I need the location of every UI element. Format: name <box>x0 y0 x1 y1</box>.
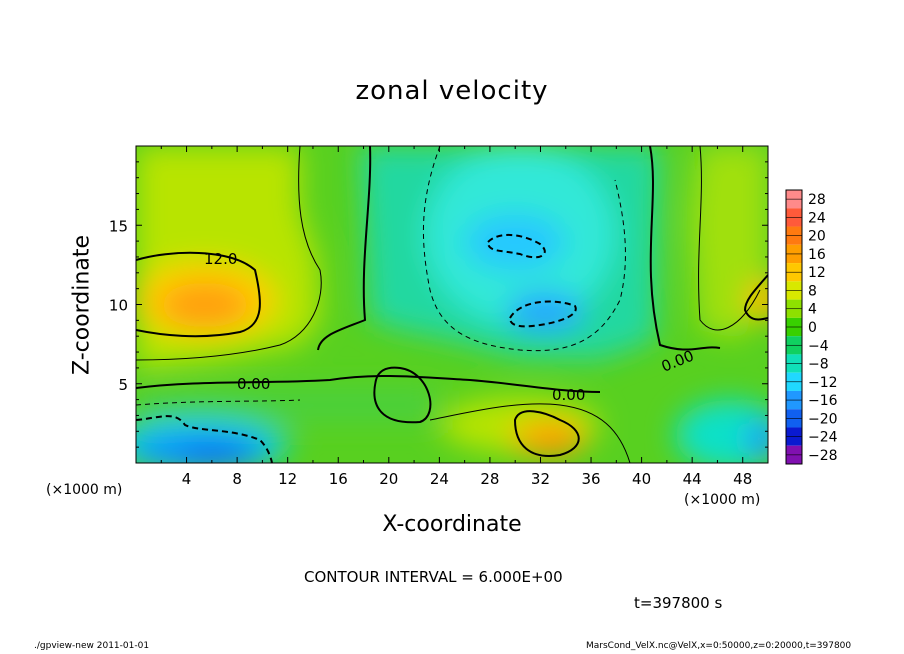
zero-contour-upper <box>317 146 372 351</box>
contour-label: 0.00 <box>237 375 270 393</box>
x-tick-label: 24 <box>430 470 449 488</box>
plot-field: 12.0 0.00 0.00 0.00 <box>136 146 768 463</box>
x-tick-label: 16 <box>329 470 348 488</box>
zero-contour-lower <box>136 374 601 393</box>
colorbar-label: 20 <box>808 229 826 245</box>
x-tick-label: 40 <box>632 470 651 488</box>
x-tick-label: 4 <box>182 470 192 488</box>
x-tick-label: 28 <box>480 470 499 488</box>
x-tick-label: 44 <box>683 470 702 488</box>
colorbar-labels: 28 24 20 16 12 8 4 0 −4 −8 −12 −16 −20 −24 −28 <box>808 192 838 464</box>
colorbar-label: −12 <box>808 375 838 391</box>
contour-label: 12.0 <box>204 250 237 268</box>
colorbar-label: −20 <box>808 411 838 427</box>
y-tick-label: 15 <box>109 217 128 235</box>
contour-label: 0.00 <box>552 386 585 404</box>
x-tick-label: 20 <box>379 470 398 488</box>
x-tick-label: 36 <box>581 470 600 488</box>
footer-source-label: MarsCond_VelX.nc@VelX,x=0:50000,z=0:2000… <box>586 641 852 651</box>
time-label: t=397800 s <box>634 594 723 612</box>
y-tick-label: 10 <box>109 297 128 315</box>
colorbar-label: −4 <box>808 338 829 354</box>
zero-contour-right <box>649 146 721 351</box>
x-unit-label-left: (×1000 m) <box>46 482 123 498</box>
y-axis-label: Z-coordinate <box>69 235 95 375</box>
colorbar-label: −8 <box>808 357 829 373</box>
chart-title: zonal velocity <box>355 76 549 106</box>
x-axis-label: X-coordinate <box>0 512 904 537</box>
x-tick-label: 32 <box>531 470 550 488</box>
x-unit-label-right: (×1000 m) <box>684 492 761 508</box>
colorbar-label: −28 <box>808 448 838 464</box>
x-axis-label-text: X-coordinate <box>382 512 522 537</box>
x-tick-label: 12 <box>278 470 297 488</box>
contour-interval-label: CONTOUR INTERVAL = 6.000E+00 <box>304 568 563 586</box>
colorbar-label: 24 <box>808 210 826 226</box>
colorbar-label: 8 <box>808 283 817 299</box>
x-tick-label: 48 <box>733 470 752 488</box>
y-tick-labels: 5 10 15 <box>109 217 128 394</box>
colorbar-label: 4 <box>808 302 817 318</box>
y-tick-label: 5 <box>118 376 128 394</box>
colorbar-label: 12 <box>808 265 826 281</box>
colorbar-label: −24 <box>808 430 838 446</box>
colorbar-label: 28 <box>808 192 826 208</box>
axis-ticks <box>136 146 768 463</box>
twelve-contour <box>136 251 261 338</box>
colorbar-label: −16 <box>808 393 838 409</box>
colorbar-label: 16 <box>808 247 826 263</box>
x-tick-label: 8 <box>232 470 242 488</box>
colorbar <box>785 189 803 465</box>
x-tick-labels: 4 8 12 16 20 24 28 32 36 40 44 48 <box>182 470 752 488</box>
footer-program-label: ./gpview-new 2011-01-01 <box>34 641 150 651</box>
colorbar-label: 0 <box>808 320 817 336</box>
